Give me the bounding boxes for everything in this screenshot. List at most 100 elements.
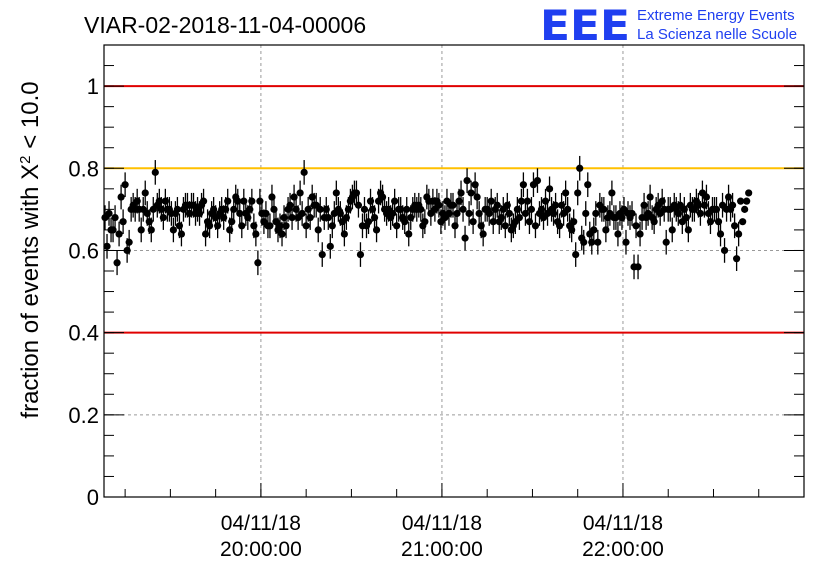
data-marker — [728, 201, 737, 209]
data-marker — [302, 222, 310, 230]
data-marker — [372, 226, 381, 234]
eee-logo: EEE Extreme Energy Events La Scienza nel… — [540, 1, 797, 50]
data-marker — [517, 197, 525, 205]
data-marker — [745, 189, 753, 197]
data-marker — [584, 181, 592, 189]
data-marker — [459, 205, 467, 213]
data-point — [252, 221, 260, 247]
data-marker — [266, 222, 274, 230]
data-marker — [177, 230, 186, 238]
data-point — [391, 188, 399, 214]
data-marker — [332, 189, 340, 197]
reference-lines — [104, 85, 804, 334]
axes — [104, 44, 804, 498]
y-tick-labels: 0 0.2 0.4 0.6 0.8 1 — [68, 74, 99, 510]
data-marker — [473, 193, 481, 201]
data-point — [662, 229, 670, 255]
data-point — [173, 197, 182, 222]
data-point — [457, 180, 465, 206]
data-marker — [592, 209, 600, 218]
data-marker — [467, 189, 475, 197]
data-point — [529, 172, 538, 198]
data-marker — [594, 238, 602, 246]
data-points — [101, 155, 753, 280]
data-marker — [735, 230, 743, 238]
data-point — [668, 217, 676, 243]
data-point — [684, 217, 692, 243]
plot-frame — [103, 44, 805, 498]
data-marker — [115, 230, 123, 238]
data-marker — [254, 259, 262, 267]
data-marker — [636, 230, 644, 238]
data-point — [592, 201, 600, 226]
data-point — [527, 197, 536, 222]
data-point — [632, 213, 640, 239]
data-point — [354, 192, 363, 218]
data-marker — [574, 189, 582, 197]
data-point — [628, 201, 636, 226]
data-marker — [463, 177, 471, 185]
data-marker — [103, 242, 111, 250]
data-marker — [739, 218, 747, 226]
data-point — [224, 188, 232, 214]
data-marker — [354, 201, 363, 209]
data-marker — [614, 230, 622, 238]
data-marker — [590, 226, 598, 234]
data-point — [282, 213, 290, 239]
grid-lines — [104, 45, 804, 497]
data-point — [147, 217, 155, 243]
data-point — [141, 180, 149, 206]
data-point — [696, 201, 705, 226]
y-axis-label: fraction of events with X2 < 10.0 — [17, 81, 45, 418]
data-point — [517, 188, 525, 214]
data-marker — [113, 259, 121, 267]
data-marker — [487, 197, 495, 205]
data-marker — [199, 197, 208, 205]
y-tick-label: 0.6 — [68, 238, 99, 263]
data-marker — [316, 205, 324, 213]
data-point — [636, 221, 644, 247]
data-marker — [248, 197, 256, 205]
data-marker — [469, 218, 477, 226]
data-point — [580, 229, 588, 255]
data-point — [288, 205, 296, 230]
data-marker — [393, 222, 401, 230]
x-tick-labels: 04/11/18 20:00:00 04/11/18 21:00:00 04/11/18… — [220, 512, 664, 561]
y-axis-label-tail: < 10.0 — [17, 81, 44, 155]
data-point — [531, 213, 540, 239]
logo-mark: EEE — [540, 1, 630, 50]
data-point — [300, 160, 308, 185]
data-point — [614, 221, 622, 247]
data-point — [421, 209, 429, 235]
data-point — [119, 209, 127, 235]
data-marker — [417, 205, 425, 213]
data-point — [467, 180, 475, 206]
data-marker — [646, 193, 654, 201]
data-marker — [288, 213, 296, 222]
data-marker — [282, 222, 290, 230]
data-marker — [533, 177, 542, 185]
logo-line-2: La Scienza nelle Scuole — [637, 26, 797, 43]
data-point — [105, 201, 113, 226]
data-point — [733, 246, 741, 271]
data-point — [248, 188, 256, 214]
data-marker — [465, 209, 473, 218]
x-tick-label-time: 21:00:00 — [401, 538, 483, 561]
data-point — [720, 238, 729, 263]
data-point — [584, 172, 592, 198]
data-point — [364, 209, 373, 235]
data-marker — [224, 197, 232, 205]
data-point — [393, 213, 401, 239]
data-marker — [716, 230, 725, 238]
data-point — [302, 213, 310, 239]
data-point — [238, 213, 246, 239]
data-point — [324, 205, 332, 230]
data-point — [111, 205, 119, 230]
data-marker — [356, 250, 365, 259]
data-marker — [519, 181, 527, 189]
data-point — [405, 221, 413, 247]
data-point — [702, 184, 711, 210]
data-marker — [551, 201, 560, 209]
data-marker — [435, 201, 443, 209]
data-point — [254, 250, 262, 276]
